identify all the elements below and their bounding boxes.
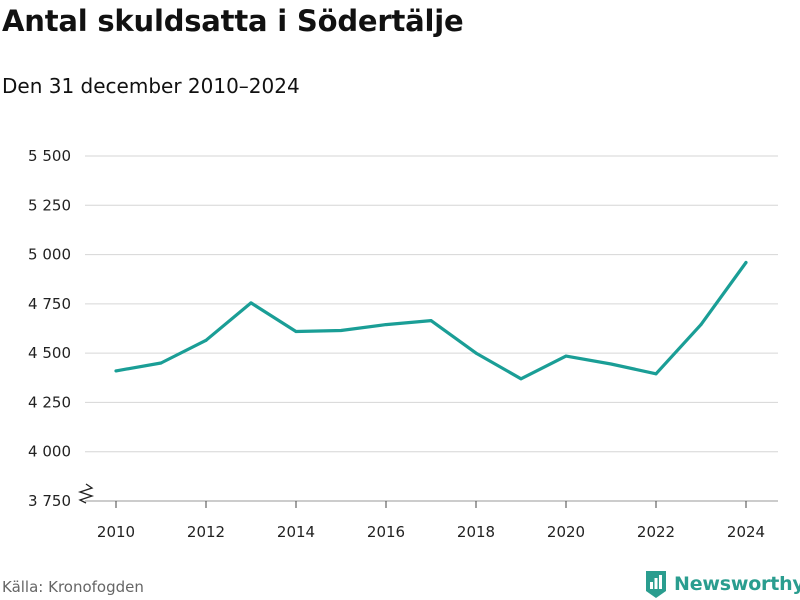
chart-title: Antal skuldsatta i Södertälje — [2, 4, 464, 38]
y-tick-label: 4 750 — [28, 295, 71, 313]
data-point — [294, 329, 298, 333]
data-point — [744, 260, 748, 264]
axis-break-icon — [77, 483, 95, 504]
series-layer — [114, 260, 748, 381]
data-point — [699, 323, 703, 327]
data-point — [654, 372, 658, 376]
data-point — [159, 361, 163, 365]
x-tick-label: 2020 — [547, 523, 585, 541]
brand-logo: Newsworthy — [644, 569, 800, 599]
x-tick-label: 2016 — [367, 523, 405, 541]
chart-subtitle: Den 31 december 2010–2024 — [2, 74, 300, 98]
brand-name: Newsworthy — [674, 573, 800, 595]
x-tick-label: 2010 — [97, 523, 135, 541]
y-tick-label: 5 000 — [28, 246, 71, 264]
y-axis-labels: 3 750 4 000 4 250 4 500 4 750 5 000 5 250 5 500 — [28, 147, 71, 510]
source-note: Källa: Kronofogden — [2, 578, 144, 596]
data-point — [519, 377, 523, 381]
y-tick-label: 5 250 — [28, 196, 71, 214]
x-tick-label: 2014 — [277, 523, 315, 541]
data-point — [609, 362, 613, 366]
x-axis-labels: 2010 2012 2014 2016 2018 2020 2022 2024 — [97, 523, 765, 541]
data-point — [339, 328, 343, 332]
data-point — [564, 354, 568, 358]
data-point — [384, 323, 388, 327]
x-axis — [85, 500, 778, 508]
data-point — [114, 369, 118, 373]
y-tick-label: 5 500 — [28, 147, 71, 165]
data-point — [474, 351, 478, 355]
x-tick-label: 2012 — [187, 523, 225, 541]
data-point — [204, 338, 208, 342]
y-tick-label: 4 000 — [28, 443, 71, 461]
data-point — [249, 301, 253, 305]
y-tick-label: 4 250 — [28, 393, 71, 411]
y-tick-label: 4 500 — [28, 344, 71, 362]
data-point — [429, 319, 433, 323]
x-tick-label: 2024 — [727, 523, 765, 541]
x-tick-label: 2018 — [457, 523, 495, 541]
grid-lines — [85, 155, 778, 453]
x-tick-label: 2022 — [637, 523, 675, 541]
newsworthy-logo-icon — [646, 571, 666, 598]
y-tick-label: 3 750 — [28, 492, 71, 510]
